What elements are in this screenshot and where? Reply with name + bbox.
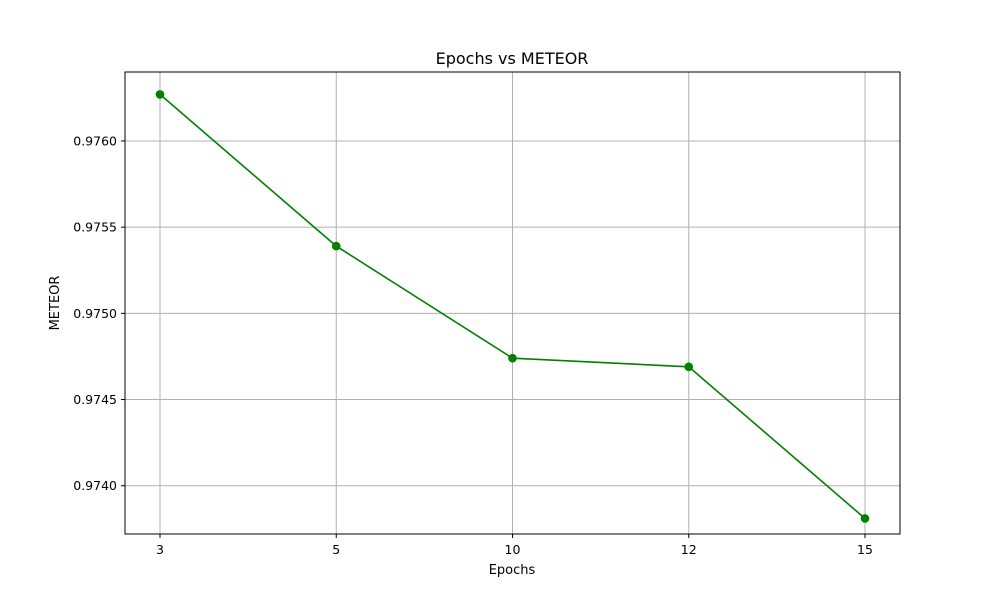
data-point <box>684 362 694 372</box>
data-point <box>331 241 341 251</box>
series <box>155 90 870 523</box>
y-tick-label: 0.9740 <box>73 478 117 493</box>
data-point <box>508 353 517 363</box>
y-tick-label: 0.9760 <box>73 133 117 148</box>
x-tick-label: 3 <box>156 542 164 557</box>
grid <box>125 72 900 534</box>
chart-title: Epochs vs METEOR <box>436 49 589 68</box>
x-tick-label: 15 <box>857 542 873 557</box>
x-axis-label: Epochs <box>489 563 536 578</box>
x-tick-label: 12 <box>681 542 697 557</box>
y-axis-label: METEOR <box>48 276 63 331</box>
y-tick-label: 0.9745 <box>73 392 117 407</box>
x-tick-label: 5 <box>332 542 340 557</box>
y-tick-label: 0.9750 <box>73 306 117 321</box>
data-point <box>860 514 870 523</box>
y-tick-label: 0.9755 <box>73 220 117 235</box>
x-tick-label: 10 <box>505 542 521 557</box>
data-point <box>155 90 165 99</box>
axes: 3 5 10 12 15 0.9740 0.9745 0.9750 0.9755 0.9760 <box>73 71 901 557</box>
